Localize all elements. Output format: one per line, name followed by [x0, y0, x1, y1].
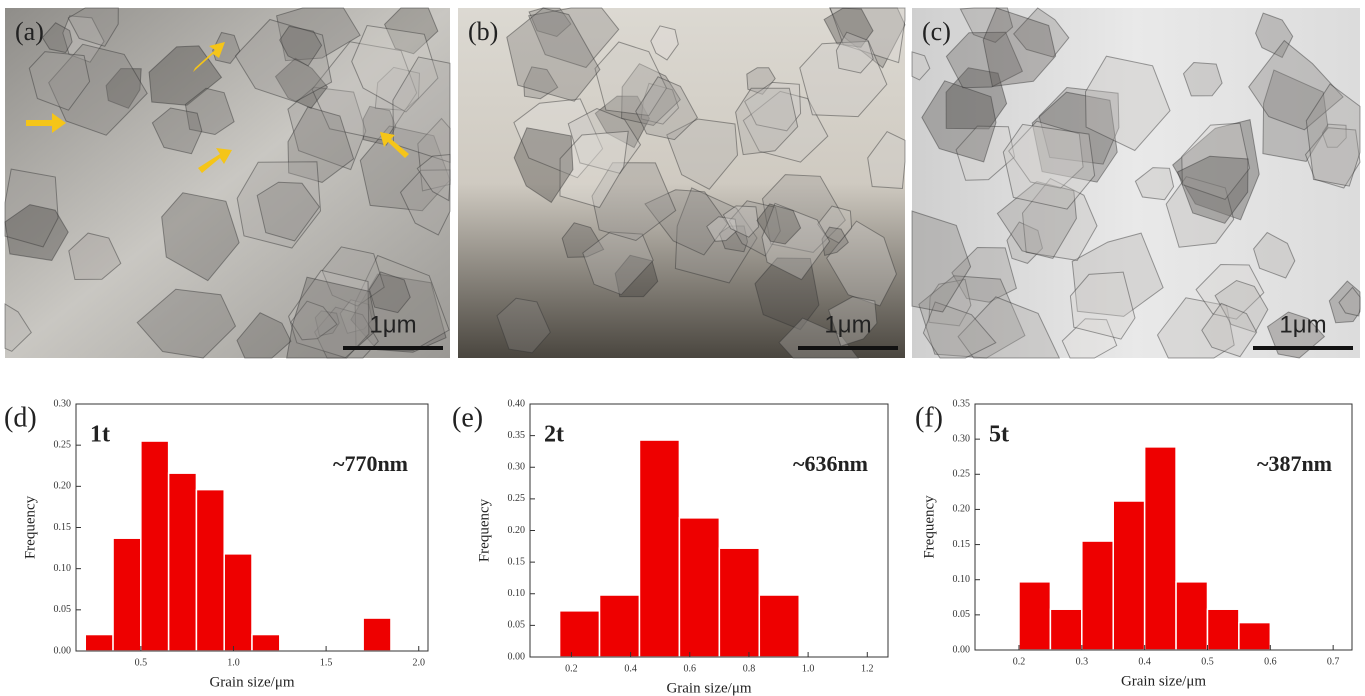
y-tick-label: 0.40	[508, 398, 526, 409]
bar	[600, 595, 640, 657]
bar	[1113, 501, 1144, 650]
bar	[196, 490, 224, 651]
panel-label: (b)	[468, 17, 498, 46]
y-tick-label: 0.20	[54, 481, 72, 492]
y-tick-label: 0.35	[508, 430, 526, 441]
grain	[1184, 63, 1223, 96]
bar	[719, 548, 759, 657]
y-tick-label: 0.10	[508, 588, 526, 599]
x-axis-label: Grain size/μm	[1121, 673, 1206, 689]
y-axis-label: Frequency	[476, 498, 492, 562]
scale-bar-label: 1μm	[824, 311, 871, 338]
bar	[1082, 541, 1113, 650]
y-tick-label: 0.30	[54, 398, 72, 409]
scale-bar-label: 1μm	[1279, 311, 1326, 338]
bar	[224, 554, 252, 651]
y-tick-label: 0.30	[953, 433, 971, 444]
bar	[252, 635, 280, 651]
x-tick-label: 0.4	[624, 663, 637, 674]
x-tick-label: 0.5	[135, 657, 148, 668]
x-tick-label: 0.2	[1013, 656, 1026, 667]
bar	[1019, 582, 1050, 650]
bar	[639, 440, 679, 657]
y-tick-label: 0.15	[508, 556, 526, 567]
panel-label: (d)	[4, 402, 37, 433]
panel-label: (f)	[915, 402, 943, 433]
x-axis-label: Grain size/μm	[209, 674, 294, 690]
micrograph: (c) 1μm	[912, 8, 1360, 358]
x-tick-label: 1.0	[802, 663, 815, 674]
panel-label: (e)	[452, 402, 483, 433]
x-tick-label: 1.5	[320, 657, 333, 668]
y-tick-label: 0.35	[953, 398, 971, 409]
y-tick-label: 0.15	[953, 539, 971, 550]
x-tick-label: 1.0	[227, 657, 240, 668]
annotation: ~387nm	[1257, 451, 1332, 476]
bar	[759, 595, 799, 657]
bar	[169, 473, 197, 651]
bar	[363, 618, 391, 651]
y-tick-label: 0.05	[54, 604, 72, 615]
x-tick-label: 0.3	[1076, 656, 1089, 667]
sample-label: 2t	[544, 422, 564, 448]
bar	[1145, 447, 1176, 650]
panel-label: (a)	[15, 17, 44, 46]
y-tick-label: 0.20	[953, 504, 971, 515]
sample-label: 1t	[90, 422, 110, 448]
y-tick-label: 0.30	[508, 462, 526, 473]
annotation: ~636nm	[793, 451, 868, 476]
scale-bar-label: 1μm	[369, 311, 416, 338]
x-tick-label: 1.2	[861, 663, 874, 674]
x-tick-label: 0.6	[684, 663, 697, 674]
x-tick-label: 0.7	[1327, 656, 1340, 667]
panel-label: (c)	[922, 17, 951, 46]
x-tick-label: 0.4	[1138, 656, 1151, 667]
y-axis-label: Frequency	[22, 495, 38, 559]
y-tick-label: 0.05	[953, 609, 971, 620]
y-tick-label: 0.00	[508, 651, 526, 662]
bar	[1176, 582, 1207, 650]
figure: (a) 1μm (b) 1μm (c) 1μm 0.00 0.05 0.10 0.15 0.20 0…	[0, 0, 1365, 696]
bar	[1207, 609, 1238, 650]
y-tick-label: 0.00	[953, 644, 971, 655]
y-tick-label: 0.25	[54, 439, 72, 450]
bar	[560, 611, 600, 657]
y-tick-label: 0.25	[508, 493, 526, 504]
y-tick-label: 0.15	[54, 522, 72, 533]
y-tick-label: 0.10	[953, 574, 971, 585]
bar	[1050, 609, 1081, 650]
bar	[85, 635, 113, 651]
x-tick-label: 0.6	[1264, 656, 1277, 667]
y-tick-label: 0.00	[54, 645, 72, 656]
annotation: ~770nm	[333, 451, 408, 476]
x-axis-label: Grain size/μm	[666, 680, 751, 696]
x-tick-label: 0.8	[743, 663, 756, 674]
y-tick-label: 0.05	[508, 620, 526, 631]
bar	[113, 538, 141, 651]
sample-label: 5t	[989, 422, 1009, 448]
x-tick-label: 0.2	[565, 663, 578, 674]
micrograph: (b) 1μm	[458, 8, 905, 358]
x-tick-label: 0.5	[1201, 656, 1214, 667]
bar	[141, 441, 169, 651]
y-tick-label: 0.10	[54, 563, 72, 574]
bar	[679, 518, 719, 657]
y-tick-label: 0.25	[953, 469, 971, 480]
x-tick-label: 2.0	[412, 657, 425, 668]
micrograph: (a) 1μm	[5, 8, 450, 358]
bar	[1239, 623, 1270, 650]
y-tick-label: 0.20	[508, 525, 526, 536]
y-axis-label: Frequency	[921, 495, 937, 559]
